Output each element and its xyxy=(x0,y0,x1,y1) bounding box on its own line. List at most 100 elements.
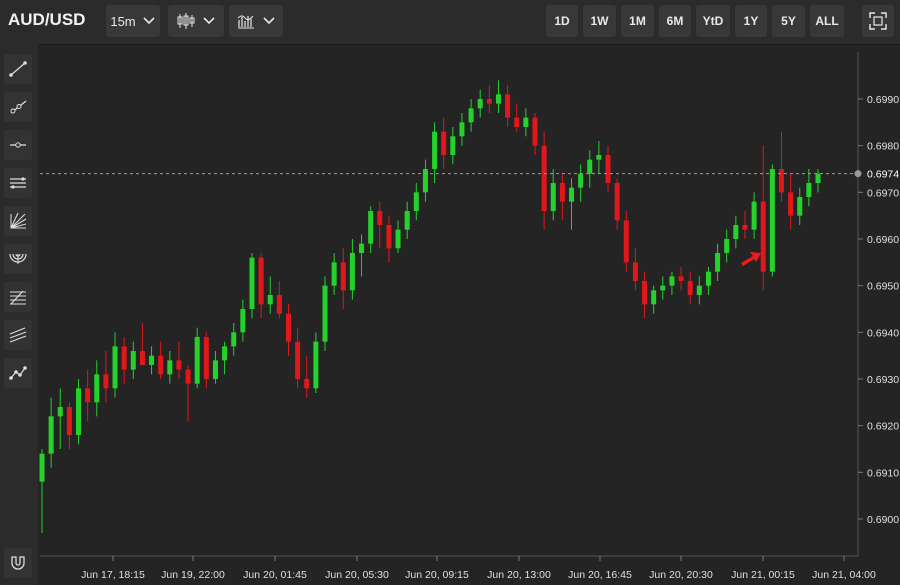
candle-body xyxy=(258,257,264,305)
fib-retracement-icon xyxy=(10,290,26,305)
x-tick-label: Jun 20, 20:30 xyxy=(649,569,713,581)
magnet-tool[interactable] xyxy=(4,548,32,578)
fib-arc-tool[interactable] xyxy=(4,244,32,274)
x-tick-label: Jun 17, 18:15 xyxy=(81,569,145,581)
candle-body xyxy=(413,192,419,211)
x-tick-label: Jun 19, 22:00 xyxy=(161,569,225,581)
candle-body xyxy=(541,145,547,211)
candle-body xyxy=(523,117,529,127)
candle-body xyxy=(231,332,237,347)
candle-body xyxy=(660,285,666,291)
candle-body xyxy=(66,407,72,435)
chart-type-dropdown[interactable] xyxy=(168,5,224,37)
candle-body xyxy=(194,337,200,384)
interval-dropdown[interactable]: 15m xyxy=(106,5,160,37)
y-tick-label: 0.6950 xyxy=(867,281,899,293)
candle-body xyxy=(532,117,538,146)
y-tick-label: 0.6930 xyxy=(867,374,899,386)
fullscreen-button[interactable] xyxy=(862,5,894,37)
range-button-5y[interactable]: 5Y xyxy=(772,5,805,37)
range-button-1m[interactable]: 1M xyxy=(621,5,654,37)
candle-body xyxy=(276,295,282,314)
candle-body xyxy=(48,416,54,454)
candle-body xyxy=(505,94,511,118)
range-button-all[interactable]: ALL xyxy=(810,5,844,37)
fib-fan-icon xyxy=(10,212,27,229)
candle-body xyxy=(769,169,775,272)
horizontal-line-tool[interactable] xyxy=(4,130,32,160)
candle-body xyxy=(797,197,803,216)
candle-body xyxy=(687,281,693,295)
candle-body xyxy=(331,262,337,286)
symbol-title: AUD/USD xyxy=(8,10,86,29)
pitchfork-tool[interactable] xyxy=(4,320,32,350)
candlestick-icon xyxy=(177,13,195,29)
range-button-1d[interactable]: 1D xyxy=(546,5,578,37)
x-tick-label: Jun 21, 04:00 xyxy=(812,569,876,581)
candle-body xyxy=(696,285,702,295)
candle-body xyxy=(249,257,255,309)
fullscreen-icon xyxy=(869,12,887,30)
red-arrow-marker xyxy=(741,252,761,266)
candle-body xyxy=(167,360,173,375)
candle-body xyxy=(340,262,346,291)
parallel-channel-tool[interactable] xyxy=(4,168,32,198)
range-button-1y[interactable]: 1Y xyxy=(735,5,767,37)
candle-body xyxy=(669,276,675,286)
candle-body xyxy=(724,239,730,253)
parallel-channel-icon xyxy=(10,177,26,189)
fib-fan-tool[interactable] xyxy=(4,206,32,236)
candle-body xyxy=(632,262,638,281)
candle-body xyxy=(760,201,766,272)
candle-body xyxy=(158,355,164,375)
candle-body xyxy=(313,341,319,389)
candle-body xyxy=(705,271,711,286)
x-tick-label: Jun 21, 00:15 xyxy=(731,569,795,581)
candle-body xyxy=(240,309,246,333)
candle-body xyxy=(733,225,739,239)
candle-body xyxy=(121,346,127,370)
candle-body xyxy=(751,201,757,230)
range-button-ytd[interactable]: YtD xyxy=(696,5,730,37)
interval-label: 15m xyxy=(110,13,136,29)
ray-tool[interactable] xyxy=(4,92,32,122)
y-tick-label: 0.6960 xyxy=(867,234,899,246)
candle-body xyxy=(395,229,401,249)
candle-body xyxy=(806,183,812,197)
indicators-dropdown[interactable] xyxy=(229,5,283,37)
candle-body xyxy=(57,407,63,417)
range-button-1w[interactable]: 1W xyxy=(583,5,616,37)
candle-body xyxy=(651,290,657,305)
indicators-icon xyxy=(237,15,254,29)
candle-body xyxy=(94,374,100,403)
candle-body xyxy=(778,169,784,193)
magnet-icon xyxy=(11,556,25,570)
candle-body xyxy=(267,295,273,305)
candle-body xyxy=(605,155,611,183)
x-tick-label: Jun 20, 16:45 xyxy=(568,569,632,581)
candle-body xyxy=(149,355,155,365)
y-tick-label: 0.6970 xyxy=(867,187,899,199)
candle-body xyxy=(742,225,748,230)
chevron-down-icon xyxy=(203,17,215,25)
candle-body xyxy=(495,94,501,104)
candle-body xyxy=(642,281,648,305)
candle-body xyxy=(404,211,410,230)
y-tick-label: 0.6900 xyxy=(867,514,899,526)
path-tool[interactable] xyxy=(4,358,32,388)
trend-line-tool[interactable] xyxy=(4,54,32,84)
candle-body xyxy=(587,159,593,174)
trend-line-icon xyxy=(9,61,27,77)
candle-body xyxy=(359,243,365,253)
fib-retracement-tool[interactable] xyxy=(4,282,32,312)
candle-body xyxy=(176,360,182,370)
candle-body xyxy=(678,276,684,281)
last-price-label: 0.6974 xyxy=(867,169,899,181)
candle-body xyxy=(386,225,392,249)
ray-icon xyxy=(10,100,27,114)
candle-body xyxy=(514,117,520,127)
x-tick-label: Jun 20, 01:45 xyxy=(243,569,307,581)
candle-body xyxy=(222,346,228,361)
range-button-6m[interactable]: 6M xyxy=(659,5,691,37)
